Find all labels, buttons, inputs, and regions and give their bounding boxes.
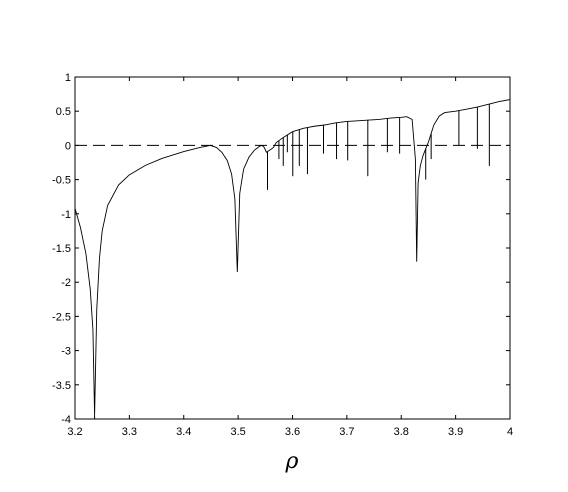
plot-frame — [74, 76, 511, 420]
x-tick-label: 4 — [507, 426, 513, 438]
y-tick-label: -4 — [61, 414, 71, 426]
y-tick-label: -3 — [61, 346, 71, 358]
x-tick-label: 3.9 — [448, 426, 463, 438]
y-tick-label: -1 — [61, 209, 71, 221]
y-tick-label: -1.5 — [52, 243, 71, 255]
x-tick-label: 3.5 — [230, 426, 245, 438]
y-tick-label: 0.5 — [56, 106, 71, 118]
y-tick-label: 1 — [65, 72, 71, 84]
y-tick-label: 0 — [65, 140, 71, 152]
x-tick-label: 3.4 — [176, 426, 191, 438]
y-tick-label: -2 — [61, 277, 71, 289]
x-tick-label: 3.7 — [339, 426, 354, 438]
series-line — [74, 99, 511, 416]
y-tick-label: -0.5 — [52, 175, 71, 187]
y-tick-label: -2.5 — [52, 311, 71, 323]
x-axis-label: ρ — [285, 449, 299, 474]
x-tick-label: 3.3 — [122, 426, 137, 438]
tick-labels: 3.2 3.3 3.4 3.5 3.6 3.7 3.8 3.9 4 1 0.5 0 -0.5 -1 -1.5… — [52, 72, 513, 438]
x-tick-label: 3.6 — [285, 426, 300, 438]
x-tick-label: 3.8 — [394, 426, 409, 438]
spike-lines — [94, 104, 490, 419]
x-tick-label: 3.2 — [67, 426, 82, 438]
y-tick-label: -3.5 — [52, 380, 71, 392]
tick-marks — [74, 76, 511, 420]
